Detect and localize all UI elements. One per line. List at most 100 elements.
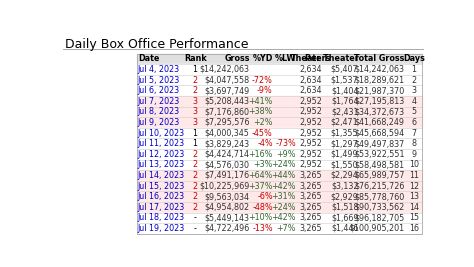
Text: 2,952: 2,952 xyxy=(299,150,322,159)
Text: 9: 9 xyxy=(411,150,416,159)
Bar xyxy=(137,149,422,160)
Text: 13: 13 xyxy=(409,192,419,201)
Text: 2,634: 2,634 xyxy=(300,65,322,74)
Text: 2: 2 xyxy=(192,86,198,95)
Text: 3: 3 xyxy=(192,107,198,116)
Text: 7: 7 xyxy=(411,129,416,138)
Text: $4,047,558: $4,047,558 xyxy=(205,76,250,85)
Text: $4,000,345: $4,000,345 xyxy=(205,129,250,138)
Text: $2,294: $2,294 xyxy=(331,171,358,180)
Text: 2: 2 xyxy=(192,192,198,201)
Bar xyxy=(137,160,422,170)
Text: $41,668,249: $41,668,249 xyxy=(355,118,404,127)
Text: %LW: %LW xyxy=(274,54,296,63)
Bar xyxy=(137,85,422,96)
Text: $1,537: $1,537 xyxy=(331,76,358,85)
Text: $7,176,860: $7,176,860 xyxy=(205,107,250,116)
Text: $1,404: $1,404 xyxy=(331,86,358,95)
Text: 3,265: 3,265 xyxy=(299,192,322,201)
Text: $65,989,757: $65,989,757 xyxy=(354,171,404,180)
Text: +41%: +41% xyxy=(248,97,273,106)
Text: +7%: +7% xyxy=(276,224,296,233)
Text: $3,132: $3,132 xyxy=(331,182,358,191)
Text: $1,518: $1,518 xyxy=(331,203,358,212)
Text: Jul 9, 2023: Jul 9, 2023 xyxy=(138,118,180,127)
Text: $76,215,726: $76,215,726 xyxy=(354,182,404,191)
Text: +37%: +37% xyxy=(248,182,273,191)
Bar xyxy=(137,54,422,234)
Text: -48%: -48% xyxy=(252,203,273,212)
Text: +24%: +24% xyxy=(272,160,296,169)
Text: 5: 5 xyxy=(411,107,416,116)
Text: Date: Date xyxy=(138,54,159,63)
Text: Jul 14, 2023: Jul 14, 2023 xyxy=(138,171,185,180)
Text: Jul 10, 2023: Jul 10, 2023 xyxy=(138,129,185,138)
Text: $1,499: $1,499 xyxy=(331,150,358,159)
Text: 2: 2 xyxy=(192,182,198,191)
Text: Jul 5, 2023: Jul 5, 2023 xyxy=(138,76,180,85)
Text: $3,697,749: $3,697,749 xyxy=(204,86,250,95)
Text: -73%: -73% xyxy=(275,139,296,148)
Text: $5,407: $5,407 xyxy=(331,65,358,74)
Text: 12: 12 xyxy=(409,182,419,191)
Text: Jul 8, 2023: Jul 8, 2023 xyxy=(138,107,180,116)
Text: $1,550: $1,550 xyxy=(331,160,358,169)
Text: $14,242,063: $14,242,063 xyxy=(200,65,250,74)
Text: +42%: +42% xyxy=(272,213,296,222)
Text: -45%: -45% xyxy=(252,129,273,138)
Text: Jul 13, 2023: Jul 13, 2023 xyxy=(138,160,185,169)
Text: 2,634: 2,634 xyxy=(300,86,322,95)
Bar xyxy=(137,138,422,149)
Text: 10: 10 xyxy=(409,160,419,169)
Text: 15: 15 xyxy=(409,213,419,222)
Text: $7,491,176: $7,491,176 xyxy=(205,171,250,180)
Text: 3,265: 3,265 xyxy=(299,213,322,222)
Text: -6%: -6% xyxy=(257,192,273,201)
Text: $3,829,243: $3,829,243 xyxy=(205,139,250,148)
Bar xyxy=(137,202,422,213)
Text: +3%: +3% xyxy=(254,160,273,169)
Text: +2%: +2% xyxy=(253,118,273,127)
Text: $7,295,576: $7,295,576 xyxy=(204,118,250,127)
Text: 2,952: 2,952 xyxy=(299,118,322,127)
Text: Jul 18, 2023: Jul 18, 2023 xyxy=(138,213,185,222)
Text: 16: 16 xyxy=(409,224,419,233)
Bar xyxy=(137,223,422,234)
Text: $4,424,714: $4,424,714 xyxy=(205,150,250,159)
Text: Theaters: Theaters xyxy=(291,54,331,63)
Text: $45,668,594: $45,668,594 xyxy=(355,129,404,138)
Text: $27,195,813: $27,195,813 xyxy=(354,97,404,106)
Text: $21,987,370: $21,987,370 xyxy=(354,86,404,95)
Text: 3: 3 xyxy=(192,118,198,127)
Text: 1: 1 xyxy=(192,65,198,74)
Text: Jul 15, 2023: Jul 15, 2023 xyxy=(138,182,185,191)
Text: 2,952: 2,952 xyxy=(299,160,322,169)
Bar xyxy=(137,107,422,117)
Text: Jul 17, 2023: Jul 17, 2023 xyxy=(138,203,185,212)
Text: 2: 2 xyxy=(192,160,198,169)
Text: 2: 2 xyxy=(192,76,198,85)
Text: $14,242,063: $14,242,063 xyxy=(355,65,404,74)
Text: Days: Days xyxy=(403,54,425,63)
Text: $85,778,760: $85,778,760 xyxy=(354,192,404,201)
Text: $1,764: $1,764 xyxy=(331,97,358,106)
Text: 2,952: 2,952 xyxy=(299,139,322,148)
Text: 2,952: 2,952 xyxy=(299,107,322,116)
Bar xyxy=(137,191,422,202)
Text: Jul 12, 2023: Jul 12, 2023 xyxy=(138,150,185,159)
Text: Gross: Gross xyxy=(224,54,250,63)
Bar xyxy=(137,64,422,75)
Bar xyxy=(137,54,422,64)
Text: $1,669: $1,669 xyxy=(331,213,358,222)
Text: +16%: +16% xyxy=(248,150,273,159)
Text: +31%: +31% xyxy=(272,192,296,201)
Bar xyxy=(137,170,422,181)
Text: 1: 1 xyxy=(192,129,198,138)
Text: +42%: +42% xyxy=(272,182,296,191)
Bar xyxy=(137,128,422,138)
Text: +38%: +38% xyxy=(248,107,273,116)
Text: -9%: -9% xyxy=(257,86,273,95)
Text: 1: 1 xyxy=(192,139,198,148)
Text: 2: 2 xyxy=(192,150,198,159)
Text: $9,563,034: $9,563,034 xyxy=(205,192,250,201)
